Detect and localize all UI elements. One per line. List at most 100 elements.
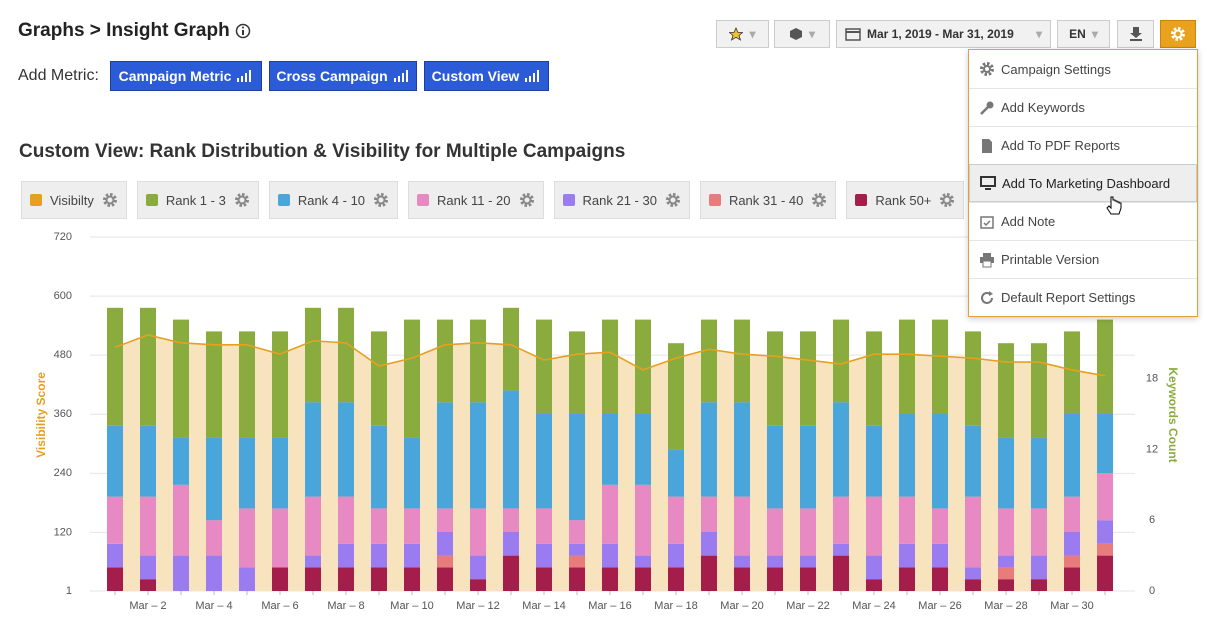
bar-segment: [635, 414, 651, 485]
bar-segment: [833, 496, 849, 544]
bar-segment: [1097, 520, 1113, 544]
legend-item[interactable]: Rank 1 - 3: [136, 181, 259, 219]
bar-segment: [305, 402, 321, 497]
bar-segment: [140, 425, 156, 497]
bar-segment: [173, 484, 189, 556]
cube-icon: [789, 28, 802, 40]
bar-segment: [1031, 555, 1047, 580]
bar-segment: [470, 319, 486, 403]
bar-segment: [965, 567, 981, 580]
bar-segment: [800, 508, 816, 556]
y-tick-label: 480: [54, 349, 72, 361]
bar-segment: [470, 555, 486, 580]
gear-icon[interactable]: [373, 192, 389, 208]
bar-segment: [239, 567, 255, 591]
gear-icon[interactable]: [519, 192, 535, 208]
favorite-button[interactable]: ▾: [716, 20, 769, 48]
legend-item[interactable]: Rank 31 - 40: [699, 181, 837, 219]
bar-segment: [998, 579, 1014, 591]
bar-segment: [866, 555, 882, 580]
legend-swatch: [708, 194, 721, 206]
bar-segment: [569, 543, 585, 556]
bar-segment: [635, 567, 651, 591]
y-axis-title: Visibility Score: [34, 372, 48, 458]
date-range: Mar 1, 2019 - Mar 31, 2019: [867, 27, 1014, 41]
bar-segment: [404, 543, 420, 568]
gear-icon[interactable]: [102, 192, 118, 208]
menu-item[interactable]: Add Note: [969, 202, 1197, 240]
bar-segment: [602, 543, 618, 568]
metric-button[interactable]: Custom View: [424, 61, 549, 91]
metric-button[interactable]: Cross Campaign: [269, 61, 417, 91]
bar-segment: [503, 532, 519, 556]
bar-segment: [305, 567, 321, 591]
x-tick-label: Mar – 4: [195, 600, 232, 612]
legend-swatch: [562, 194, 575, 206]
bar-segment: [569, 414, 585, 521]
metric-button[interactable]: Campaign Metric: [110, 61, 262, 91]
bar-segment: [371, 567, 387, 591]
gear-icon[interactable]: [665, 192, 681, 208]
bar-segment: [932, 319, 948, 414]
y-tick-label: 600: [54, 290, 72, 302]
bar-segment: [701, 496, 717, 532]
menu-item[interactable]: Printable Version: [969, 240, 1197, 278]
legend-item[interactable]: Rank 11 - 20: [408, 181, 544, 219]
bar-segment: [998, 437, 1014, 509]
bar-segment: [338, 402, 354, 497]
x-tick-label: Mar – 18: [654, 600, 697, 612]
legend-item[interactable]: Visibilty: [21, 181, 127, 219]
menu-item[interactable]: Add To PDF Reports: [969, 126, 1197, 164]
bar-segment: [470, 508, 486, 556]
menu-item[interactable]: Add To Marketing Dashboard: [969, 164, 1197, 202]
language-button[interactable]: EN ▾: [1057, 20, 1110, 48]
gear-icon[interactable]: [811, 192, 827, 208]
legend-item[interactable]: Rank 50+: [846, 181, 965, 219]
menu-item[interactable]: Default Report Settings: [969, 278, 1197, 316]
download-button[interactable]: [1117, 20, 1154, 48]
menu-label: Add Note: [1001, 214, 1056, 229]
bar-segment: [239, 437, 255, 509]
add-metric-label: Add Metric:: [18, 67, 99, 84]
legend-label: Rank 50+: [875, 192, 932, 208]
x-tick-label: Mar – 28: [984, 600, 1027, 612]
bar-segment: [107, 496, 123, 544]
legend-item[interactable]: Rank 21 - 30: [553, 181, 690, 219]
bar-segment: [1064, 555, 1080, 568]
legend-item[interactable]: Rank 4 - 10: [268, 181, 399, 219]
legend: Visibilty Rank 1 - 3 Rank 4 - 10 Rank 11 - …: [21, 181, 965, 219]
campaign-button[interactable]: ▾: [774, 20, 830, 48]
bar-segment: [470, 402, 486, 509]
bar-segment: [734, 402, 750, 497]
gear-icon[interactable]: [939, 192, 955, 208]
gear-icon[interactable]: [234, 192, 250, 208]
menu-item[interactable]: Campaign Settings: [969, 50, 1197, 88]
bar-segment: [734, 567, 750, 591]
bar-segment: [635, 319, 651, 414]
bar-segment: [767, 567, 783, 591]
bar-segment: [899, 496, 915, 544]
bar-segment: [866, 496, 882, 556]
bar-segment: [404, 508, 420, 544]
legend-swatch: [145, 194, 158, 206]
bar-segment: [173, 437, 189, 485]
bar-segment: [833, 402, 849, 497]
legend-swatch: [855, 194, 868, 206]
bar-segment: [173, 555, 189, 591]
settings-button[interactable]: [1160, 20, 1196, 48]
bar-segment: [1064, 331, 1080, 414]
bar-segment: [668, 567, 684, 591]
date-picker[interactable]: Mar 1, 2019 - Mar 31, 2019 ▾: [836, 20, 1051, 48]
y2-axis-title: Keywords Count: [1166, 367, 1180, 462]
bar-segment: [1097, 543, 1113, 556]
x-tick-label: Mar – 14: [522, 600, 565, 612]
menu-item[interactable]: Add Keywords: [969, 88, 1197, 126]
legend-label: Visibilty: [50, 192, 94, 208]
info-icon[interactable]: [235, 23, 251, 39]
x-tick-label: Mar – 10: [390, 600, 433, 612]
download-icon: [1129, 27, 1142, 41]
visibility-line: [114, 334, 1106, 377]
bar-segment: [305, 496, 321, 556]
bar-segment: [833, 319, 849, 403]
